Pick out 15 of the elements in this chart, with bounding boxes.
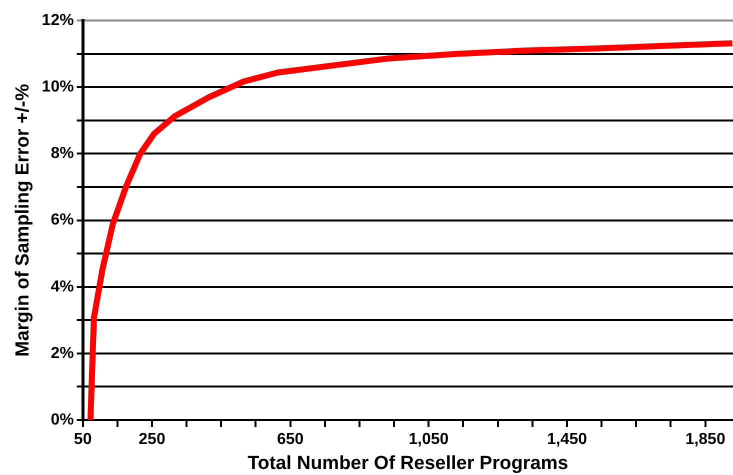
x-tick-label: 1,450 [546,431,588,448]
y-tick-label: 12% [42,12,74,30]
y-tick-label: 6% [50,212,74,229]
x-tick-label: 250 [138,431,166,448]
y-tick-label: 2% [50,344,74,362]
x-tick-label: 50 [74,431,92,448]
x-tick-label: 1,850 [685,431,726,448]
y-tick-label: 8% [50,145,74,162]
y-axis-title: Margin of Sampling Error +/-% [12,84,34,357]
y-tick-label: 0% [50,411,74,428]
x-tick-label: 650 [276,431,304,448]
y-tick-label: 10% [42,78,74,96]
x-axis-title: Total Number Of Reseller Programs [248,452,568,474]
x-tick-label: 1,050 [408,431,449,448]
y-tick-label: 4% [50,278,74,296]
